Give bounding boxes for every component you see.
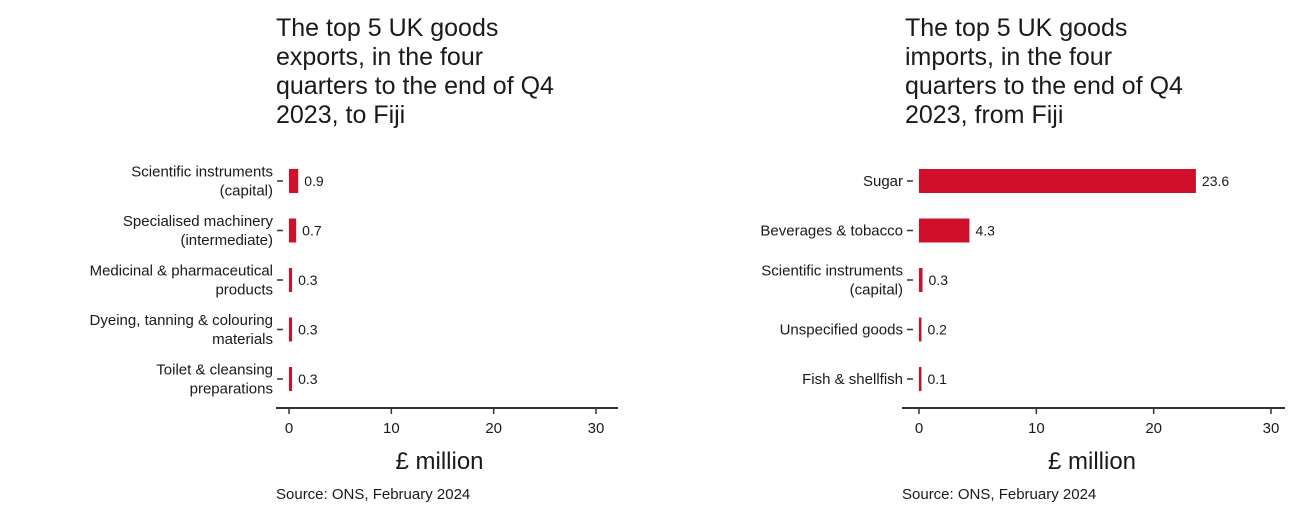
data-label: 0.3 xyxy=(298,371,318,387)
category-label: materials xyxy=(212,331,273,348)
data-label: 0.7 xyxy=(302,223,322,239)
category-label: Scientific instruments xyxy=(761,263,903,280)
category-label: Scientific instruments xyxy=(131,164,273,181)
x-tick-label: 20 xyxy=(485,420,502,437)
category-label: Dyeing, tanning & colouring xyxy=(90,312,273,329)
bar xyxy=(289,367,293,391)
category-label: Fish & shellfish xyxy=(802,371,903,388)
source-label: Source: ONS, February 2024 xyxy=(902,486,1097,503)
data-label: 0.2 xyxy=(928,322,948,338)
imports-chart-plot: 0 10 20 30 £ million Sugar 23.6 Beverages & tob… xyxy=(760,169,1285,475)
data-label: 4.3 xyxy=(975,223,995,239)
bar xyxy=(919,317,922,342)
x-tick-label: 0 xyxy=(915,420,923,437)
exports-chart: The top 5 UK goods exports, in the four … xyxy=(0,0,640,506)
source-label: Source: ONS, February 2024 xyxy=(276,486,471,503)
category-label: Toilet & cleansing xyxy=(156,362,273,379)
bar xyxy=(289,169,299,193)
x-axis-label: £ million xyxy=(1048,448,1136,475)
bar xyxy=(919,268,923,292)
category-label: products xyxy=(215,282,273,299)
x-tick-label: 30 xyxy=(588,420,605,437)
x-tick-label: 0 xyxy=(285,420,293,437)
bar xyxy=(289,218,297,243)
bar xyxy=(919,169,1196,193)
data-label: 0.3 xyxy=(929,272,949,288)
category-label: Unspecified goods xyxy=(780,322,903,339)
bar xyxy=(289,317,293,342)
chart-title: The top 5 UK goods exports, in the four … xyxy=(276,14,554,129)
category-label: (capital) xyxy=(850,282,903,299)
category-label: Beverages & tobacco xyxy=(760,223,903,240)
x-tick-label: 20 xyxy=(1145,420,1162,437)
category-label: Medicinal & pharmaceutical xyxy=(90,263,273,280)
x-axis-label: £ million xyxy=(395,448,483,475)
data-label: 0.1 xyxy=(928,371,948,387)
data-label: 0.3 xyxy=(298,272,318,288)
bar xyxy=(919,218,970,243)
exports-chart-plot: 0 10 20 30 £ million Scientific instruments (c… xyxy=(90,164,618,475)
bar xyxy=(919,367,922,391)
x-tick-label: 10 xyxy=(1028,420,1045,437)
category-label: Sugar xyxy=(863,173,903,190)
category-label: (capital) xyxy=(220,183,273,200)
category-label: (intermediate) xyxy=(180,232,273,249)
category-label: Specialised machinery xyxy=(123,213,274,230)
data-label: 0.3 xyxy=(298,322,318,338)
data-label: 23.6 xyxy=(1202,173,1229,189)
category-label: preparations xyxy=(190,381,273,398)
x-tick-label: 30 xyxy=(1263,420,1280,437)
chart-title: The top 5 UK goods imports, in the four … xyxy=(905,14,1183,129)
bar xyxy=(289,268,293,292)
imports-chart: The top 5 UK goods imports, in the four … xyxy=(640,0,1293,506)
x-tick-label: 10 xyxy=(383,420,400,437)
data-label: 0.9 xyxy=(304,173,324,189)
